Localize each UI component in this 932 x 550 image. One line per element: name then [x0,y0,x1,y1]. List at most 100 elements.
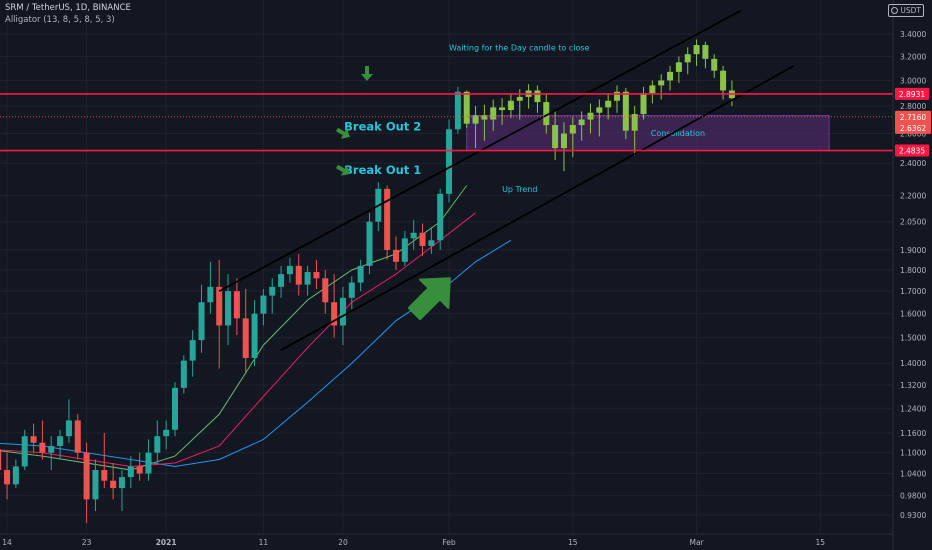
time-tick-label: 14 [2,538,12,547]
candle-bearish [4,452,11,500]
candle-bullish [596,99,603,137]
price-tick-label: 2.0500 [900,218,926,227]
candle-body [154,436,161,453]
candle-bearish [136,452,143,481]
candle-body [614,91,620,101]
candle-bearish [711,54,718,78]
candle-body [269,286,276,296]
time-axis[interactable]: 142320211120Feb15Mar15Apr1221May [0,533,932,547]
candle-body [569,125,576,134]
level-price-tag-label: 2.8931 [899,90,925,99]
alligator-teeth-line [0,212,476,468]
candle-bullish [163,420,170,450]
candle-body [596,107,603,113]
candle-body [543,102,550,126]
candle-body [693,45,700,55]
candle-body [92,469,99,500]
candle-body [384,188,391,250]
candle-body [702,45,709,59]
candle-bullish [446,119,453,203]
candle-bearish [83,442,90,524]
annotation-label: Up Trend [502,185,537,194]
level-price-tag [895,87,929,100]
candle-body [658,80,665,86]
alligator-lips-line [0,185,468,471]
candle-bullish [304,265,311,296]
candle-bullish [57,429,64,460]
candle-bullish [48,436,55,470]
candle-bullish [357,259,364,292]
candle-body [0,449,2,470]
candle-body [286,265,293,275]
candle-bullish [605,93,612,120]
candle-bullish [667,65,674,91]
candle-body [667,71,674,81]
candle-body [127,466,134,478]
candle-body [587,112,594,120]
candle-body [216,286,223,326]
time-tick-label: Feb [442,538,456,547]
candle-bearish [0,449,2,470]
candle-bullish [614,85,620,113]
candle-body [136,466,143,474]
price-tick-label: 1.3200 [900,381,926,390]
price-tick-label: 1.2400 [900,404,926,413]
candle-bullish [640,86,647,120]
candle-body [437,193,444,241]
candle-bullish [189,330,196,377]
time-tick-label: 11 [259,538,269,547]
candle-bearish [481,104,488,141]
candle-body [446,129,453,194]
candle-bullish [410,219,417,250]
candle-body [313,272,320,279]
time-tick-label: 15 [816,538,826,547]
indicator-legend[interactable]: Alligator (13, 8, 5, 8, 5, 3) [5,15,115,25]
time-tick-label: 2021 [156,538,177,547]
price-tick-label: 1.1600 [900,429,926,438]
candle-body [304,272,311,285]
candle-bullish [437,188,444,250]
candle-body [233,291,240,319]
candle-body [198,302,205,341]
candle-body [534,90,541,103]
consolidation-label: Consolidation [651,129,705,138]
level-price-tag [895,144,929,157]
candle-bullish [21,429,28,470]
candle-body [101,469,108,481]
candle-body [649,85,656,94]
candle-bullish [269,278,276,314]
currency-icon [891,7,899,14]
candle-bullish [180,355,187,394]
small-arrow-icon [335,127,350,139]
price-tick-label: 1.9000 [900,246,926,255]
candle-bullish [348,276,355,310]
candle-body [684,54,691,63]
candle-bearish [419,223,426,256]
trend-channel-line [280,65,795,351]
candle-bullish [401,230,408,266]
candle-bearish [543,94,550,134]
candle-bearish [30,423,37,453]
drawing-lines-layer [0,9,893,351]
currency-button[interactable]: USDT [888,4,924,17]
price-tick-label: 1.6000 [900,310,926,319]
small-arrow-icon [361,66,373,81]
candle-bullish [649,80,656,104]
price-tick-label: 1.8000 [900,266,926,275]
candle-body [39,442,46,453]
candle-body [65,420,72,437]
candle-bearish [216,259,223,369]
candle-body [428,240,435,247]
price-axis[interactable]: 3.4000 3.2000 3.0000 2.8000 2.6000 2.4000 2.20… [892,0,931,550]
candle-body [348,282,355,298]
candle-bullish [578,111,585,141]
candle-bullish [12,459,19,489]
candle-body [516,96,523,101]
candle-bullish [587,103,594,134]
candle-body [454,91,461,130]
price-tick-label: 1.5000 [900,334,926,343]
price-tick-label: 1.1000 [900,449,926,458]
